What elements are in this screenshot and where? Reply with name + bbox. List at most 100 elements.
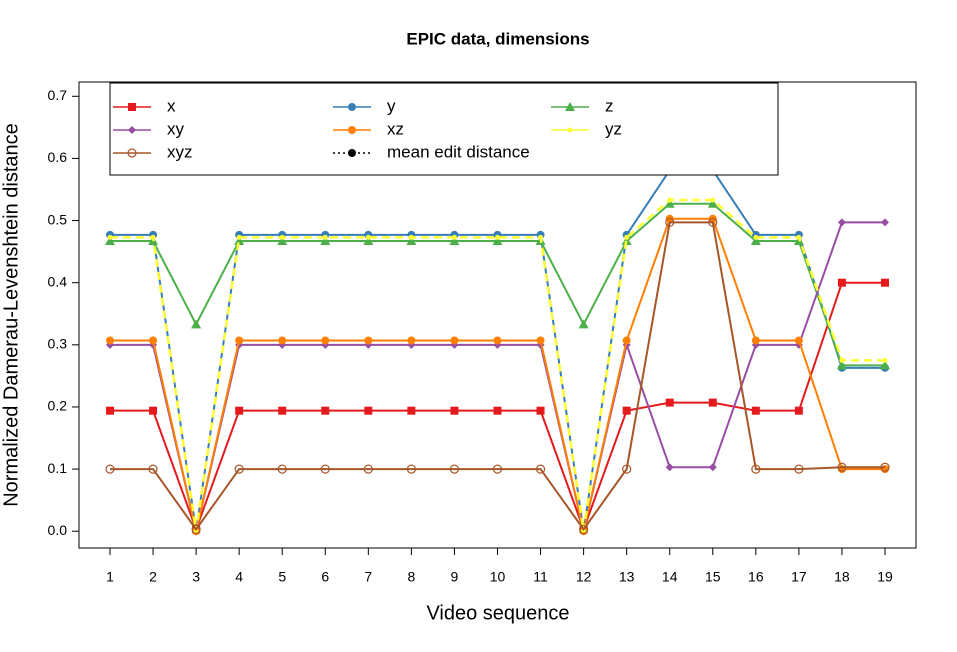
series-line <box>110 169 885 532</box>
y-tick-label: 0.5 <box>48 211 68 227</box>
marker <box>667 197 673 203</box>
marker <box>450 336 459 345</box>
marker <box>105 236 115 246</box>
marker <box>127 148 137 158</box>
y-tick-label: 0.6 <box>48 149 68 165</box>
marker <box>794 336 803 345</box>
marker <box>406 236 417 246</box>
legend-label: xy <box>167 119 185 138</box>
marker <box>710 197 716 203</box>
legend-label: y <box>387 96 396 115</box>
marker <box>128 126 136 134</box>
x-tick-label: 1 <box>106 569 114 585</box>
series-line <box>110 221 885 532</box>
marker <box>320 464 330 474</box>
marker <box>236 234 242 240</box>
marker <box>579 524 589 534</box>
marker <box>750 236 761 246</box>
marker <box>234 464 244 474</box>
marker <box>567 127 573 133</box>
y-tick-label: 0.2 <box>48 398 68 414</box>
legend-label: xyz <box>167 142 193 161</box>
marker <box>107 234 113 240</box>
y-axis-label: Normalized Damerau-Levenshtein distance <box>0 123 22 507</box>
marker <box>707 198 718 208</box>
marker <box>836 360 847 370</box>
x-tick-label: 16 <box>748 569 764 585</box>
marker <box>621 236 632 246</box>
marker <box>881 218 889 227</box>
plot-frame <box>78 81 917 549</box>
y-tick-label: 0.3 <box>48 336 68 352</box>
marker <box>622 464 632 474</box>
x-tick-label: 12 <box>576 569 592 585</box>
marker <box>492 464 503 474</box>
marker <box>277 464 287 474</box>
marker <box>148 464 158 474</box>
marker <box>365 234 371 240</box>
marker <box>451 234 457 240</box>
marker <box>708 398 717 407</box>
marker <box>128 103 136 111</box>
x-tick-label: 19 <box>877 569 893 585</box>
marker <box>235 406 244 415</box>
series-line <box>110 198 885 532</box>
marker <box>493 406 502 415</box>
y-tick-label: 0.7 <box>48 87 68 103</box>
x-tick-label: 4 <box>235 569 243 585</box>
marker <box>622 406 631 415</box>
marker <box>320 236 331 246</box>
marker <box>234 236 245 246</box>
marker <box>348 103 356 111</box>
marker <box>796 234 802 240</box>
marker <box>277 236 288 246</box>
marker <box>622 336 631 345</box>
marker <box>837 278 846 287</box>
marker <box>449 236 460 246</box>
marker <box>348 126 356 134</box>
marker <box>149 336 158 345</box>
marker <box>708 217 718 228</box>
x-tick-label: 8 <box>407 569 415 585</box>
marker <box>321 406 330 415</box>
y-tick-label: 0.1 <box>48 460 68 476</box>
marker <box>881 278 889 287</box>
x-tick-label: 15 <box>705 569 721 585</box>
marker <box>880 462 890 472</box>
marker <box>279 234 285 240</box>
marker <box>191 319 202 329</box>
marker <box>753 234 759 240</box>
marker <box>408 234 414 240</box>
x-tick-label: 3 <box>192 569 200 585</box>
marker <box>536 336 545 345</box>
marker <box>751 406 760 415</box>
marker <box>449 464 460 474</box>
marker <box>149 406 158 415</box>
x-tick-label: 18 <box>834 569 850 585</box>
marker <box>751 464 761 474</box>
marker <box>794 406 803 415</box>
marker <box>880 360 890 370</box>
x-tick-label: 5 <box>278 569 286 585</box>
y-tick-label: 0.0 <box>48 522 68 538</box>
marker <box>106 406 114 415</box>
marker <box>363 236 374 246</box>
legend-label: xz <box>387 119 404 138</box>
legend-label: x <box>167 96 176 115</box>
marker <box>364 406 373 415</box>
marker <box>495 234 500 240</box>
legend-label: mean edit distance <box>387 142 530 161</box>
x-tick-label: 2 <box>149 569 157 585</box>
legend-box <box>109 82 779 176</box>
marker <box>839 357 845 363</box>
marker <box>837 462 847 472</box>
marker <box>348 149 356 157</box>
marker <box>321 336 330 345</box>
marker <box>363 464 373 474</box>
marker <box>191 524 201 534</box>
marker <box>708 463 717 472</box>
marker <box>578 319 589 329</box>
marker <box>882 357 888 363</box>
